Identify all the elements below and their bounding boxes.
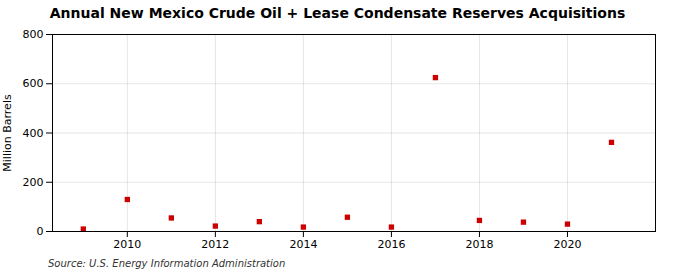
svg-text:800: 800: [23, 28, 44, 41]
svg-text:2014: 2014: [289, 238, 317, 251]
svg-text:2012: 2012: [201, 238, 229, 251]
svg-text:400: 400: [23, 127, 44, 140]
svg-text:2010: 2010: [113, 238, 141, 251]
svg-text:200: 200: [23, 176, 44, 189]
svg-text:Million Barrels: Million Barrels: [1, 94, 14, 172]
svg-text:600: 600: [23, 77, 44, 90]
svg-text:0: 0: [37, 225, 44, 238]
html-text:Source: U.S. Energy Informatio: Source: U.S. Energy Information Administ…: [48, 258, 286, 269]
html-text:Annual New Mexico Crude Oil +: Annual New Mexico Crude Oil + Lease Cond…: [49, 5, 626, 21]
svg-text:2018: 2018: [465, 238, 493, 251]
svg-text:2016: 2016: [377, 238, 405, 251]
svg-text:2020: 2020: [553, 238, 581, 251]
